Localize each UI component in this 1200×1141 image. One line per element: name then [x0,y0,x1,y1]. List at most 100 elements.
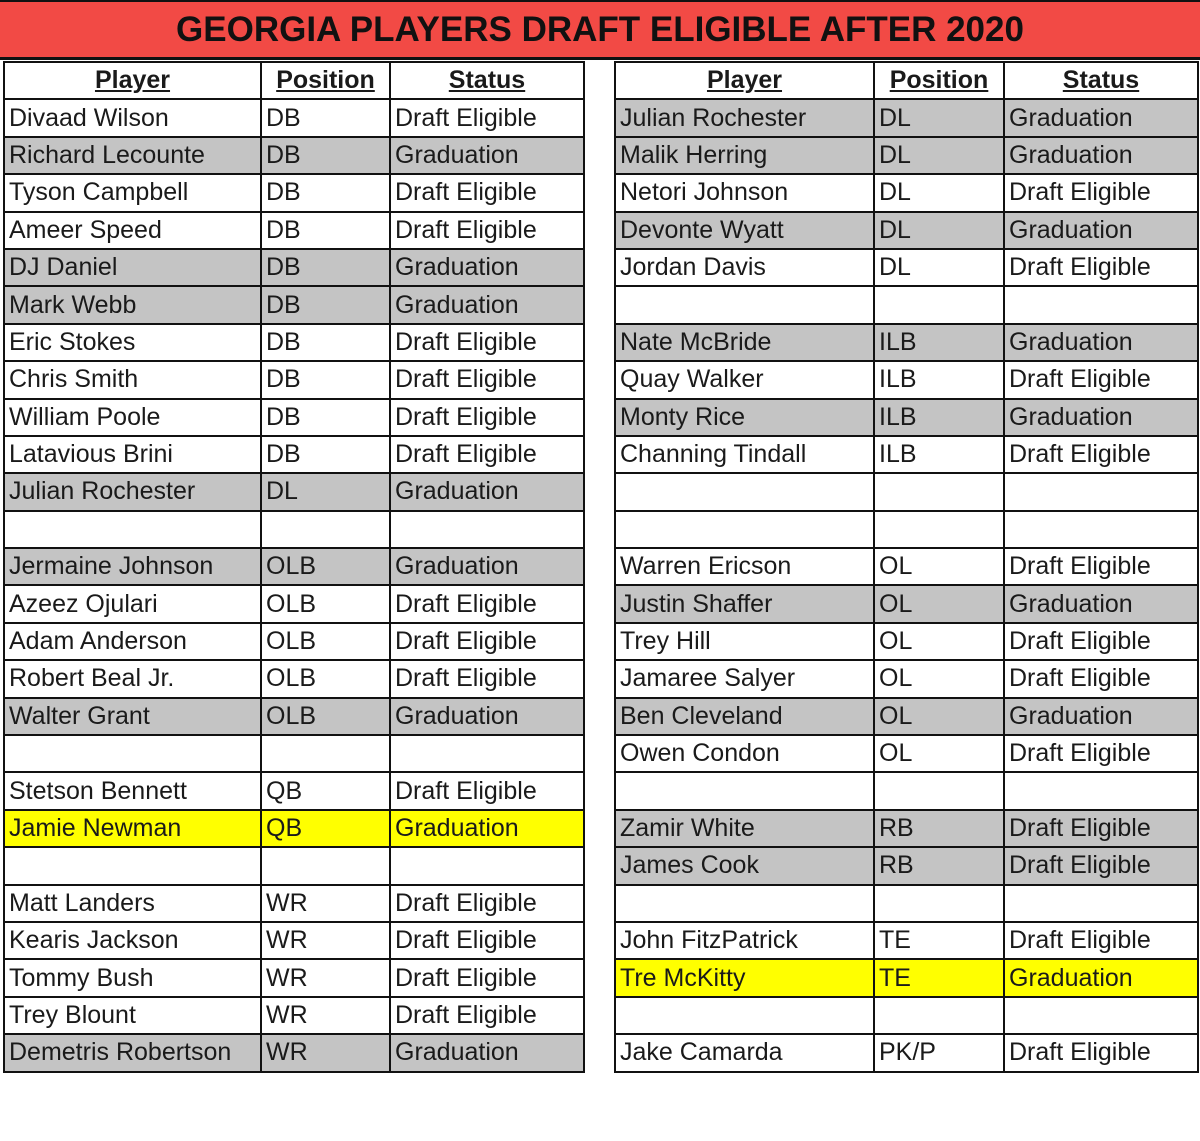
cell-status[interactable]: Graduation [389,547,585,587]
cell-status[interactable]: Draft Eligible [1003,920,1199,961]
cell-status[interactable]: Graduation [1003,210,1199,250]
cell-status[interactable]: Draft Eligible [389,920,585,961]
cell-position[interactable]: QB [260,808,391,849]
cell-position[interactable]: PK/P [873,1033,1005,1073]
cell-position[interactable] [873,472,1005,512]
cell-position[interactable]: DB [260,247,391,288]
cell-player[interactable]: Walter Grant [3,696,262,737]
cell-status[interactable] [389,734,585,774]
cell-status[interactable]: Draft Eligible [389,360,585,400]
cell-player[interactable]: Azeez Ojulari [3,584,262,624]
cell-status[interactable]: Graduation [389,285,585,325]
cell-status[interactable]: Graduation [1003,135,1199,176]
cell-status[interactable]: Draft Eligible [1003,247,1199,288]
cell-player[interactable]: Zamir White [614,808,875,849]
cell-player[interactable]: Nate McBride [614,322,875,363]
cell-player[interactable]: DJ Daniel [3,247,262,288]
cell-position[interactable]: OLB [260,659,391,699]
cell-player[interactable] [3,509,262,550]
cell-status[interactable]: Graduation [389,472,585,512]
cell-player[interactable]: Tre McKitty [614,958,875,998]
cell-position[interactable]: OL [873,621,1005,662]
cell-player[interactable]: Quay Walker [614,360,875,400]
cell-status[interactable]: Draft Eligible [389,210,585,250]
cell-position[interactable] [873,285,1005,325]
cell-player[interactable]: Owen Condon [614,734,875,774]
cell-player[interactable]: James Cook [614,846,875,886]
cell-status[interactable]: Draft Eligible [1003,1033,1199,1073]
cell-player[interactable]: Monty Rice [614,397,875,437]
cell-position[interactable]: RB [873,808,1005,849]
cell-status[interactable] [1003,285,1199,325]
cell-status[interactable] [1003,509,1199,550]
cell-status[interactable] [1003,472,1199,512]
cell-player[interactable]: Julian Rochester [614,98,875,138]
cell-status[interactable]: Draft Eligible [1003,547,1199,587]
cell-position[interactable] [260,846,391,886]
cell-position[interactable]: OL [873,584,1005,624]
cell-player[interactable]: Ben Cleveland [614,696,875,737]
cell-player[interactable]: Jordan Davis [614,247,875,288]
cell-position[interactable]: ILB [873,360,1005,400]
cell-status[interactable]: Draft Eligible [1003,621,1199,662]
cell-player[interactable]: Jermaine Johnson [3,547,262,587]
cell-player[interactable]: Trey Hill [614,621,875,662]
cell-status[interactable]: Graduation [1003,397,1199,437]
cell-status[interactable]: Draft Eligible [389,322,585,363]
cell-player[interactable]: Richard Lecounte [3,135,262,176]
cell-position[interactable]: DB [260,210,391,250]
cell-position[interactable]: WR [260,1033,391,1073]
cell-status[interactable]: Draft Eligible [1003,808,1199,849]
cell-position[interactable]: TE [873,920,1005,961]
cell-status[interactable]: Graduation [389,135,585,176]
cell-position[interactable] [873,883,1005,923]
cell-position[interactable] [873,995,1005,1036]
cell-player[interactable]: Julian Rochester [3,472,262,512]
cell-status[interactable]: Draft Eligible [1003,173,1199,213]
cell-status[interactable]: Draft Eligible [389,958,585,998]
cell-position[interactable]: DB [260,397,391,437]
cell-status[interactable]: Draft Eligible [389,771,585,811]
cell-player[interactable]: Justin Shaffer [614,584,875,624]
cell-player[interactable]: Malik Herring [614,135,875,176]
cell-status[interactable]: Draft Eligible [389,659,585,699]
cell-position[interactable] [873,771,1005,811]
cell-position[interactable] [260,509,391,550]
cell-status[interactable]: Graduation [1003,98,1199,138]
cell-player[interactable]: William Poole [3,397,262,437]
cell-player[interactable]: Divaad Wilson [3,98,262,138]
cell-player[interactable]: Channing Tindall [614,434,875,475]
cell-position[interactable]: WR [260,920,391,961]
cell-status[interactable]: Draft Eligible [389,995,585,1036]
cell-position[interactable]: DL [260,472,391,512]
cell-position[interactable]: OL [873,696,1005,737]
cell-status[interactable]: Draft Eligible [389,584,585,624]
cell-player[interactable] [614,285,875,325]
cell-position[interactable]: DB [260,135,391,176]
cell-status[interactable]: Draft Eligible [1003,434,1199,475]
cell-position[interactable]: DL [873,135,1005,176]
cell-player[interactable]: Netori Johnson [614,173,875,213]
cell-player[interactable] [614,995,875,1036]
cell-position[interactable]: DB [260,285,391,325]
cell-status[interactable]: Graduation [389,808,585,849]
cell-position[interactable]: DL [873,247,1005,288]
cell-position[interactable]: RB [873,846,1005,886]
cell-position[interactable]: DL [873,98,1005,138]
cell-position[interactable]: OLB [260,584,391,624]
cell-player[interactable]: Tyson Campbell [3,173,262,213]
cell-player[interactable]: Mark Webb [3,285,262,325]
cell-status[interactable]: Draft Eligible [1003,360,1199,400]
cell-player[interactable]: Robert Beal Jr. [3,659,262,699]
cell-position[interactable]: OLB [260,547,391,587]
cell-position[interactable]: DL [873,210,1005,250]
cell-player[interactable]: Stetson Bennett [3,771,262,811]
cell-status[interactable] [1003,771,1199,811]
cell-position[interactable]: OL [873,547,1005,587]
cell-player[interactable]: Matt Landers [3,883,262,923]
cell-player[interactable] [614,509,875,550]
cell-position[interactable]: TE [873,958,1005,998]
cell-player[interactable]: Tommy Bush [3,958,262,998]
cell-player[interactable]: Ameer Speed [3,210,262,250]
cell-player[interactable]: Chris Smith [3,360,262,400]
